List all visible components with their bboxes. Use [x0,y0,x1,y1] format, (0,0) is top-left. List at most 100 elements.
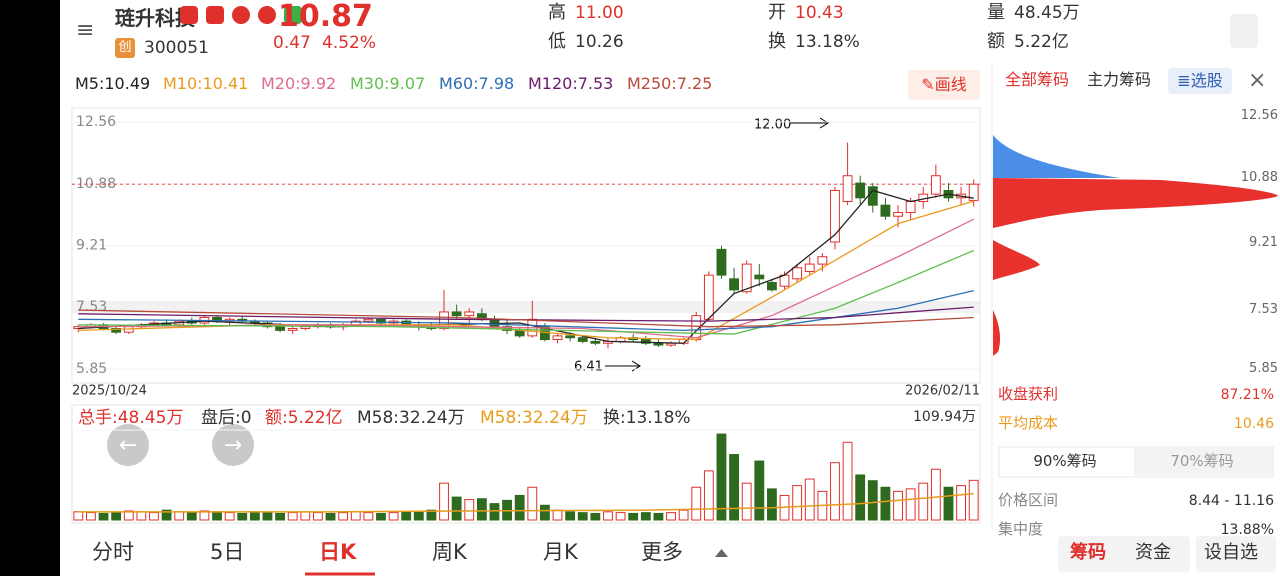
volume-bar [930,468,941,521]
chip-y-label: 10.88 [1240,170,1278,185]
prev-arrow-icon[interactable]: ← [119,433,137,458]
volume-bar [565,511,576,521]
candle-body [729,278,739,291]
candle-body [817,256,828,265]
volume-bar [363,512,374,521]
volume-bar [678,509,689,521]
chip-stat-value: 10.46 [1233,416,1274,432]
next-arrow[interactable] [212,424,254,466]
chip-profile-red [993,240,1040,280]
volume-bar [968,479,979,521]
candle-body [968,183,979,201]
candle-body [552,335,563,341]
chip-tab-label[interactable]: 选股 [1190,71,1223,90]
volume-bar [313,512,323,521]
candle-body [905,201,916,214]
volume-bar [716,433,727,521]
chip-stat-value: 87.21% [1220,387,1274,403]
prev-arrow[interactable] [107,424,149,466]
volume-bar [237,512,248,521]
button-bg [1196,536,1276,572]
volume-bar [792,485,803,521]
candle-body [640,339,651,344]
tab[interactable]: 周K [432,540,467,564]
toggle-selected[interactable] [1000,448,1134,476]
candle-body [855,182,866,199]
chip-button[interactable]: 设自选 [1204,542,1258,563]
volume-bar [338,512,349,521]
ma-line [78,289,974,332]
chip-tab[interactable]: 主力筹码 [1087,70,1152,89]
chip-y-label: 5.85 [1249,361,1278,376]
candle-body [590,340,601,344]
stat-label: 量 [987,2,1005,23]
candle-body [565,335,576,339]
ma-legend-item: M5:10.49 [75,74,151,93]
volume-bar [918,482,929,521]
candle-body [893,212,903,217]
tab[interactable]: 分时 [92,540,134,564]
chip-toggle[interactable]: 90%筹码 [1033,452,1097,470]
volume-bar [691,486,702,521]
volume-bar [388,512,399,521]
button-bg [1058,536,1190,572]
change: 0.47 [273,33,311,53]
candle-body [741,263,752,293]
volume-bar [741,482,752,521]
volume-bar [640,512,651,521]
volume-bar [413,510,424,521]
stat-label: 换 [768,31,786,52]
chip-profile-red [993,310,1001,356]
tab[interactable]: 更多 [641,540,683,564]
draw-button-label[interactable]: 画线 [934,75,967,94]
stat-value: 48.45万 [1014,3,1080,23]
change-pct: 4.52% [322,33,377,53]
chip-stat-label: 平均成本 [998,414,1059,432]
volume-bar [136,511,147,521]
draw-button[interactable]: ✎画线 [908,70,980,100]
chip-tab[interactable]: 全部筹码 [1005,70,1070,89]
volume-legend: 总手:48.45万 [78,408,184,428]
next-arrow-icon[interactable]: → [224,433,242,458]
chip-toggle[interactable]: 70%筹码 [1170,452,1234,470]
tab[interactable]: 月K [543,540,578,564]
tab[interactable]: 日K [319,540,357,564]
volume-bar [767,488,777,521]
ma-line [78,249,974,335]
volume-bar [754,460,765,521]
menu-icon[interactable]: ≡ [76,18,95,43]
volume-bar [161,509,172,521]
candle-body [300,326,311,330]
candle-body [754,274,765,280]
stat-value: 11.00 [575,3,624,23]
volume-bar [300,511,311,521]
volume-bar [262,512,273,521]
stat-label: 额 [987,31,1005,52]
volume-tick-label: 109.94万 [913,409,976,425]
more-triangle[interactable] [715,549,728,557]
volume-bar [867,480,878,521]
chip-tab[interactable]: ≣选股 [1168,68,1232,94]
chip-button[interactable]: 筹码 [1070,542,1106,563]
volume-bar [628,512,639,521]
chip-detail-label: 集中度 [998,520,1044,538]
candle-body [514,329,525,337]
chip-stat-label: 收盘获利 [998,385,1059,403]
tab[interactable]: 5日 [210,540,245,564]
phone-icon[interactable] [1230,14,1258,48]
volume-bar [73,511,84,521]
volume-bar [615,512,626,521]
volume-bar [489,503,500,521]
y-tick-label: 9.21 [76,237,107,253]
close-icon[interactable]: × [1248,68,1267,93]
volume-bar [401,511,412,521]
volume-bar [451,496,462,521]
x-tick-label: 2025/10/24 [72,384,147,399]
chip-button[interactable]: 资金 [1135,542,1171,563]
volume-bar [464,499,475,521]
volume-bar [653,512,664,521]
volume-bar [123,510,134,521]
volume-ma-line [78,492,974,513]
ma-line [78,306,974,322]
volume-bar [577,512,588,521]
